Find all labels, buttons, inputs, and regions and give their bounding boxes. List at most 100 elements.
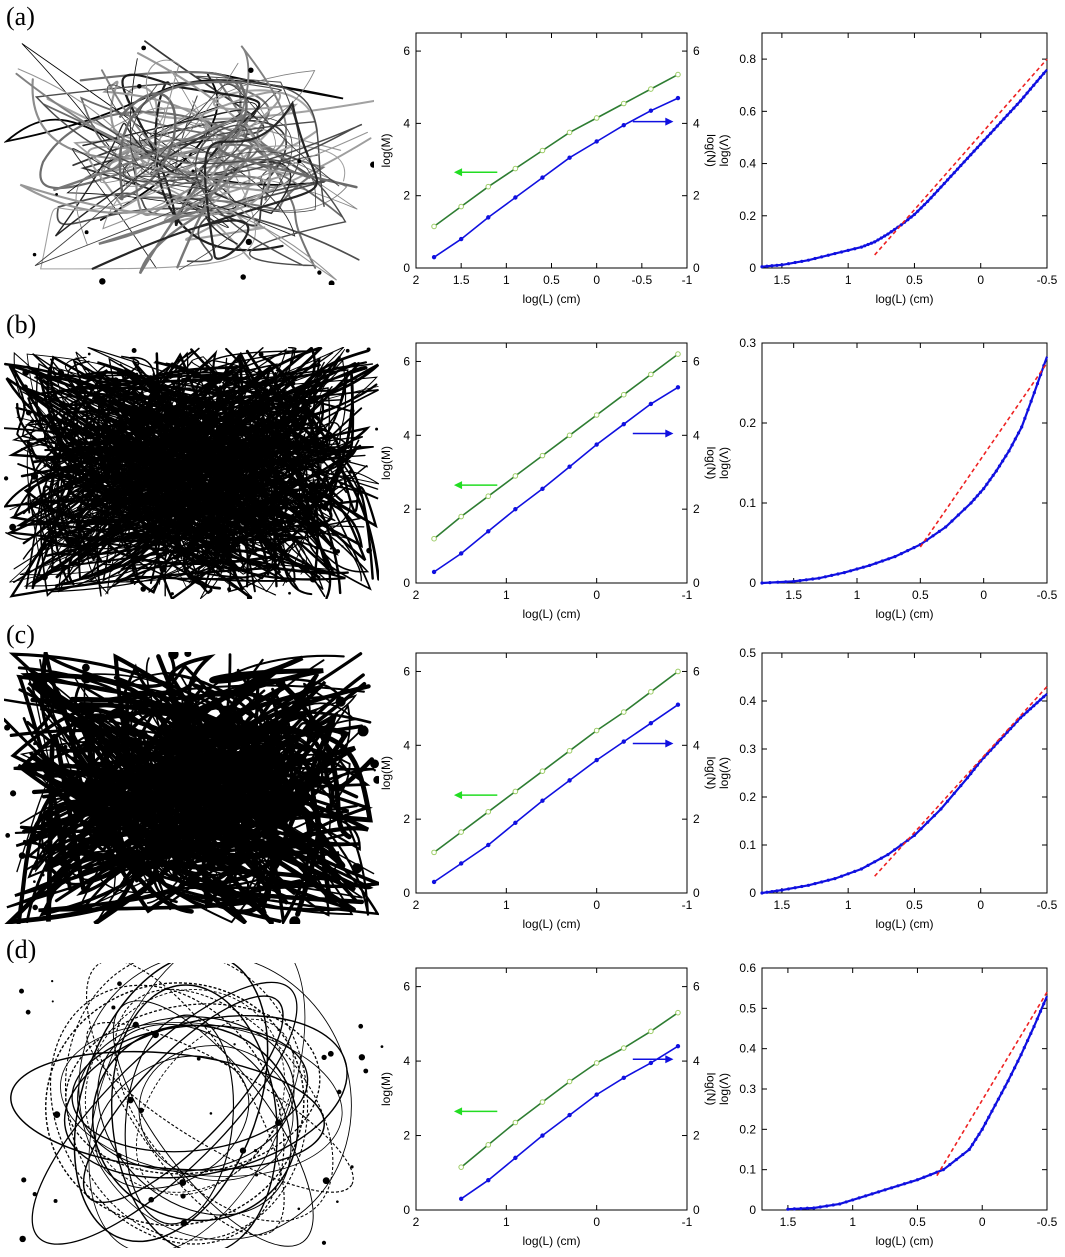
curve-point — [1022, 1046, 1026, 1050]
series-line-n — [433, 704, 679, 883]
point-m — [566, 748, 573, 754]
curve-point — [831, 1203, 835, 1207]
paint-drop — [301, 561, 305, 565]
point-m — [620, 391, 627, 398]
x-tick-label: 1 — [503, 1215, 510, 1229]
paint-drop — [288, 591, 291, 595]
paint-drop — [239, 1147, 247, 1154]
y-tick-label: 0.3 — [739, 742, 756, 756]
curve-point — [786, 1207, 790, 1211]
x-tick-label: -0.5 — [1037, 588, 1058, 602]
paint-drop — [278, 811, 290, 823]
paint-drop — [159, 519, 167, 527]
paint-drop — [32, 252, 37, 257]
paint-stroke — [86, 963, 285, 1236]
paint-drop — [180, 465, 188, 472]
x-tick-label: 0 — [593, 273, 600, 287]
curve-point — [1028, 87, 1033, 91]
curve-point — [899, 843, 903, 847]
y2-tick-label: 4 — [693, 116, 700, 130]
paint-drop — [138, 392, 143, 397]
point-m — [431, 223, 437, 230]
paint-stroke — [17, 59, 368, 281]
curve-point — [939, 185, 943, 189]
y-tick-label: 0.3 — [739, 336, 756, 350]
panel-label: (b) — [6, 310, 37, 339]
left-axis-arrowhead — [453, 168, 463, 177]
x-tick-label: 1 — [845, 273, 852, 287]
left-axis-arrowhead — [453, 791, 463, 800]
lacunarity-curve — [787, 995, 1049, 1211]
point-n — [458, 551, 464, 556]
paint-drop — [289, 916, 301, 924]
curve-point — [849, 569, 853, 573]
curve-point — [1003, 1085, 1007, 1089]
x-tick-label: 1.5 — [453, 273, 470, 287]
point-n — [431, 569, 437, 575]
lacunarity-chart: 1.5 1 0.5 0 -0.5 0 0.1 0.2 0.3 0.4 0.5 log(L) (cm) l… — [717, 646, 1058, 931]
y2-tick-label: 4 — [693, 738, 700, 752]
paint-drop — [140, 586, 146, 592]
paint-drop — [112, 377, 119, 383]
paint-drop — [41, 573, 48, 581]
point-n — [567, 1112, 572, 1118]
paint-drop — [117, 981, 122, 987]
curve-point — [937, 529, 941, 533]
x-tick-label: 1 — [854, 588, 861, 602]
point-m — [593, 1060, 600, 1066]
curve-point — [833, 252, 837, 256]
paint-drop — [43, 464, 47, 468]
point-m — [648, 688, 654, 695]
paint-drop — [209, 438, 212, 441]
curve-point — [869, 241, 873, 245]
curve-point — [975, 763, 980, 767]
y-tick-label: 0.2 — [739, 416, 756, 430]
point-m — [675, 71, 681, 78]
y-tick-label: 0.1 — [739, 838, 756, 852]
curve-point — [760, 891, 764, 895]
paint-drop — [185, 537, 189, 541]
curve-point — [959, 784, 963, 788]
curve-point — [979, 142, 983, 146]
paint-stroke — [19, 52, 271, 218]
paint-drop — [119, 448, 123, 452]
curve-point — [915, 1178, 920, 1182]
paint-stroke — [50, 390, 353, 569]
curve-point — [853, 869, 857, 873]
curve-point — [993, 1103, 997, 1107]
paint-drop — [179, 1179, 187, 1187]
curve-point — [954, 1157, 958, 1162]
y-tick-label: 0 — [749, 1203, 756, 1217]
curve-point — [838, 1202, 842, 1206]
right-axis-arrowhead — [665, 1055, 674, 1064]
paint-drop — [335, 549, 341, 554]
curve-point — [1035, 79, 1039, 83]
paint-drop — [72, 854, 80, 862]
curve-point — [926, 199, 930, 204]
paint-drop — [137, 84, 142, 89]
point-m — [458, 513, 464, 520]
curve-point — [949, 174, 953, 178]
y-axis-label: log(Λ) — [717, 447, 731, 479]
paint-stroke — [124, 1014, 235, 1225]
paint-drop — [263, 403, 271, 411]
curve-point — [1032, 1024, 1036, 1029]
curve-point — [1016, 431, 1021, 435]
point-m — [539, 147, 546, 154]
paint-drop — [258, 351, 264, 357]
curve-point — [1038, 75, 1042, 79]
paint-drop — [184, 652, 192, 658]
paint-drop — [153, 525, 158, 530]
point-n — [567, 778, 572, 783]
paint-stroke — [46, 447, 349, 575]
curve-point — [912, 833, 917, 837]
curve-point — [1035, 1017, 1039, 1021]
curve-point — [1032, 704, 1036, 708]
point-n — [567, 155, 572, 160]
x-tick-label: -0.5 — [631, 273, 652, 287]
paint-stroke — [31, 652, 363, 851]
curve-point — [1013, 1066, 1017, 1070]
x-axis-label: log(L) (cm) — [522, 607, 580, 621]
lacunarity-curve — [761, 692, 1048, 895]
